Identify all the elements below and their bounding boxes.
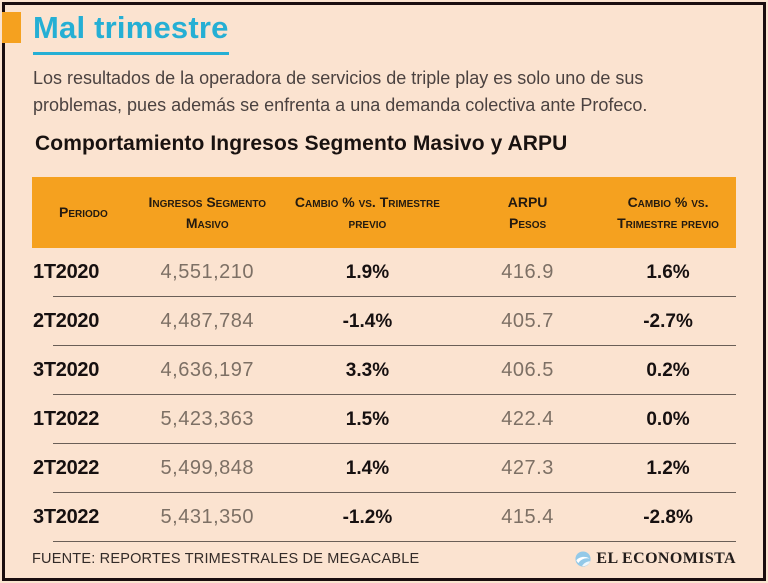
table-row: 2T2022 5,499,848 1.4% 427.3 1.2%: [32, 444, 736, 493]
table-row: 3T2020 4,636,197 3.3% 406.5 0.2%: [32, 346, 736, 395]
source-note: FUENTE: REPORTES TRIMESTRALES DE MEGACAB…: [32, 551, 420, 567]
el-economista-globe-icon: [575, 551, 591, 567]
cambio-ingresos-cell: -1.2%: [342, 506, 393, 528]
ingresos-cell: 4,636,197: [160, 359, 255, 381]
arpu-cell: 405.7: [501, 310, 554, 332]
ingresos-cell: 5,423,363: [160, 408, 255, 430]
column-header-arpu: ARPU Pesos: [507, 193, 548, 231]
cambio-arpu-cell: 0.2%: [646, 359, 690, 381]
period-cell: 3T2020: [33, 359, 100, 381]
table-row: 3T2022 5,431,350 -1.2% 415.4 -2.8%: [32, 493, 736, 542]
column-header-ingresos: Ingresos Segmento Masivo: [148, 193, 267, 231]
publisher-name: EL ECONOMISTA: [596, 550, 736, 567]
arpu-cell: 422.4: [501, 408, 554, 430]
ingresos-cell: 4,487,784: [160, 310, 255, 332]
cambio-arpu-cell: 1.6%: [646, 261, 690, 283]
period-cell: 3T2022: [33, 506, 100, 528]
table-row: 1T2022 5,423,363 1.5% 422.4 0.0%: [32, 395, 736, 444]
arpu-cell: 427.3: [501, 457, 554, 479]
table-row: 2T2020 4,487,784 -1.4% 405.7 -2.7%: [32, 297, 736, 346]
table-row: 1T2020 4,551,210 1.9% 416.9 1.6%: [32, 248, 736, 297]
arpu-cell: 406.5: [501, 359, 554, 381]
period-cell: 1T2020: [33, 261, 100, 283]
period-cell: 2T2022: [33, 457, 100, 479]
table-title: Comportamiento Ingresos Segmento Masivo …: [35, 132, 568, 155]
cambio-ingresos-cell: 1.4%: [345, 457, 390, 479]
period-cell: 1T2022: [33, 408, 100, 430]
footer: FUENTE: REPORTES TRIMESTRALES DE MEGACAB…: [32, 541, 736, 577]
cambio-arpu-cell: -2.8%: [643, 506, 693, 528]
period-cell: 2T2020: [33, 310, 100, 332]
cambio-ingresos-cell: 1.5%: [345, 408, 390, 430]
cambio-arpu-cell: -2.7%: [643, 310, 693, 332]
cambio-ingresos-cell: 3.3%: [345, 359, 390, 381]
publisher-logo: EL ECONOMISTA: [575, 550, 736, 568]
column-header-cambio-ingresos: Cambio % vs. Trimestre previo: [294, 193, 440, 231]
cambio-arpu-cell: 1.2%: [646, 457, 690, 479]
data-table: Periodo Ingresos Segmento Masivo Cambio …: [32, 177, 736, 542]
cambio-ingresos-cell: 1.9%: [345, 261, 390, 283]
arpu-cell: 416.9: [501, 261, 554, 283]
arpu-cell: 415.4: [501, 506, 554, 528]
column-header-periodo: Periodo: [58, 204, 108, 220]
cambio-arpu-cell: 0.0%: [646, 408, 690, 430]
ingresos-cell: 5,499,848: [160, 457, 255, 479]
ingresos-cell: 4,551,210: [160, 261, 255, 283]
column-header-cambio-arpu: Cambio % vs. Trimestre previo: [617, 193, 719, 231]
table-header-row: Periodo Ingresos Segmento Masivo Cambio …: [32, 177, 736, 248]
page-title: Mal trimestre: [33, 10, 229, 55]
cambio-ingresos-cell: -1.4%: [342, 310, 393, 332]
intro-text: Los resultados de la operadora de servic…: [33, 68, 648, 115]
ingresos-cell: 5,431,350: [160, 506, 255, 528]
accent-bar: [2, 12, 21, 43]
